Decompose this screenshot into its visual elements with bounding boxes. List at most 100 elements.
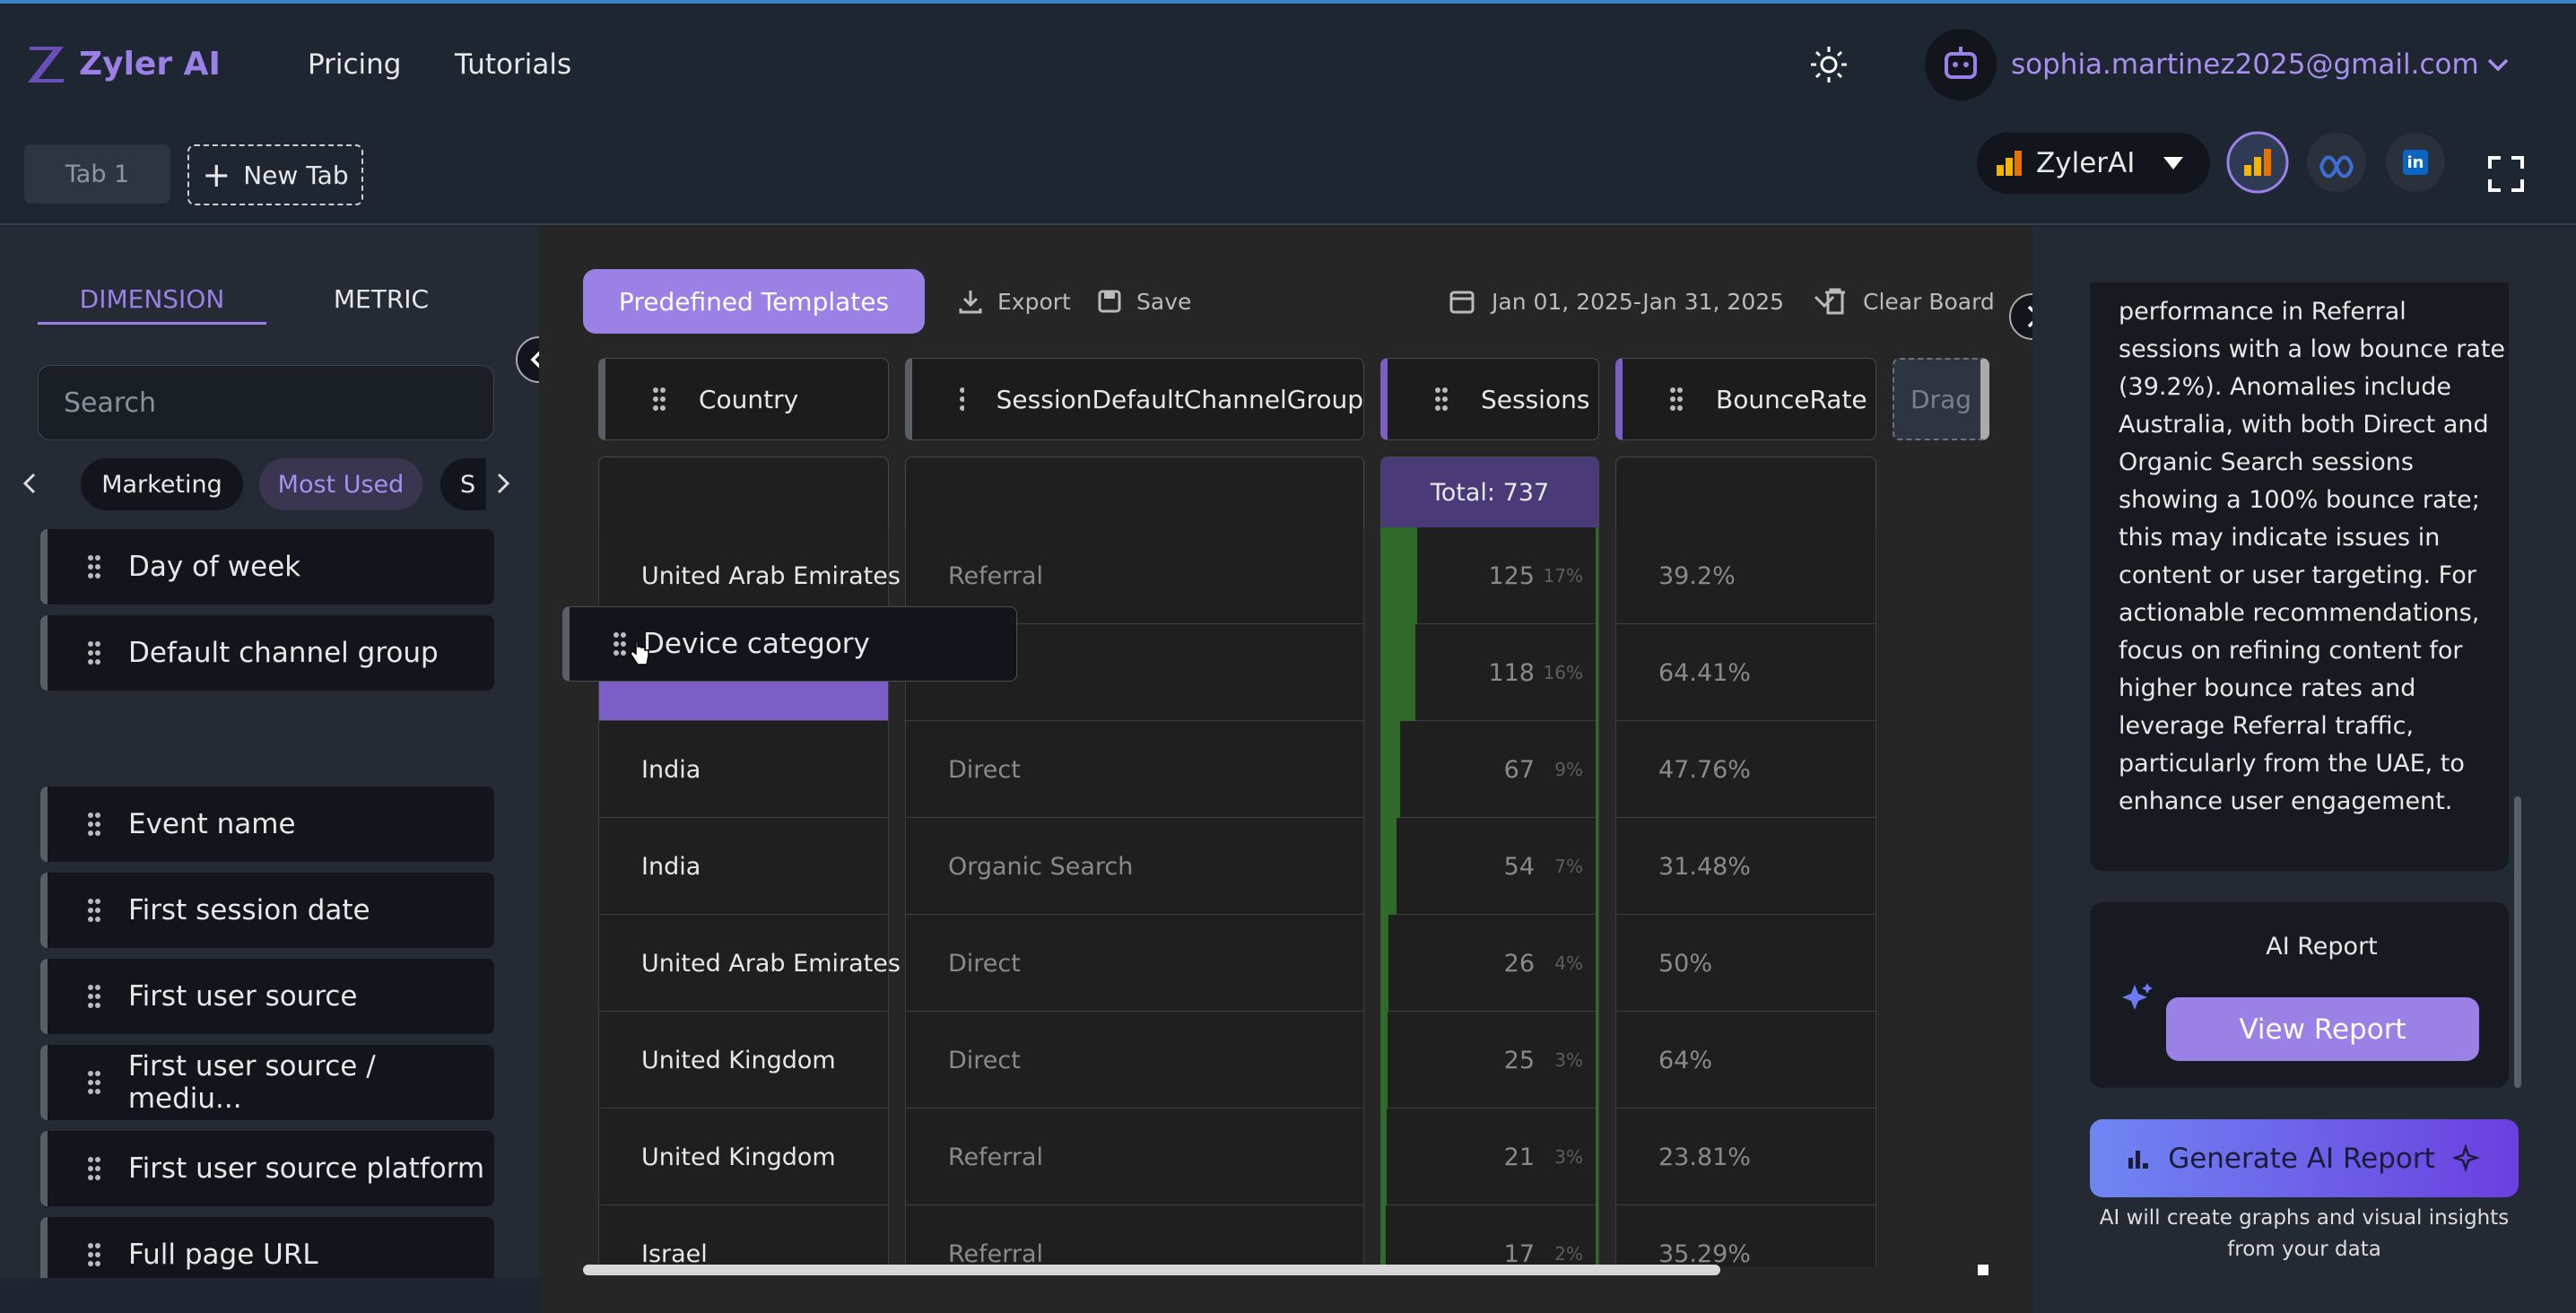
theme-toggle[interactable] bbox=[1809, 45, 1849, 84]
dimension-item[interactable]: First user source / mediu... bbox=[40, 1045, 494, 1120]
insight-line: performance in Referral bbox=[2119, 298, 2406, 326]
view-report-button[interactable]: View Report bbox=[2166, 997, 2479, 1061]
channel-cell: Referral bbox=[948, 1239, 1044, 1268]
dimension-label: Day of week bbox=[128, 551, 301, 583]
category-chip[interactable]: S bbox=[440, 458, 486, 510]
trash-icon bbox=[1825, 288, 1845, 315]
insight-card: performance in Referral sessions with a l… bbox=[2090, 283, 2509, 871]
dimension-item[interactable]: First session date bbox=[40, 873, 494, 948]
sidebar: DIMENSION METRIC Search Marketing Most U… bbox=[0, 227, 539, 1278]
sessions-bar bbox=[1380, 721, 1401, 818]
export-button[interactable]: Export bbox=[958, 281, 1071, 322]
sessions-value: 125 bbox=[1488, 561, 1535, 590]
fullscreen-button[interactable] bbox=[2488, 156, 2524, 192]
google-analytics-source[interactable] bbox=[2226, 131, 2289, 194]
table-cell bbox=[1615, 1012, 1876, 1109]
column-header[interactable]: BounceRate bbox=[1615, 358, 1876, 440]
predefined-templates-button[interactable]: Predefined Templates bbox=[583, 269, 925, 334]
date-range: Jan 01, 2025-Jan 31, 2025 bbox=[1492, 288, 1785, 315]
metric-tab[interactable]: METRIC bbox=[333, 283, 430, 314]
sessions-bar bbox=[1380, 915, 1388, 1012]
drag-handle bbox=[1435, 387, 1448, 411]
dimension-tab[interactable]: DIMENSION bbox=[79, 283, 225, 314]
logo[interactable]: Zyler AI bbox=[79, 45, 221, 83]
table-cell bbox=[905, 721, 1364, 818]
board: Predefined Templates Export Save Jan 01,… bbox=[539, 227, 2032, 1313]
insight-line: showing a 100% bounce rate; bbox=[2119, 486, 2480, 514]
table-cell bbox=[905, 1205, 1364, 1267]
dimension-item[interactable]: First user source platform bbox=[40, 1131, 494, 1206]
column-header[interactable]: SessionDefaultChannelGroup bbox=[905, 358, 1364, 440]
country-cell: United Arab Emirates bbox=[641, 949, 901, 978]
user-email[interactable]: sophia.martinez2025@gmail.com bbox=[2011, 48, 2479, 81]
table-cell bbox=[905, 915, 1364, 1012]
meta-source[interactable] bbox=[2305, 131, 2368, 194]
channel-cell: Referral bbox=[948, 561, 1044, 590]
table-cell bbox=[1615, 624, 1876, 721]
channel-cell: Organic Search bbox=[948, 852, 1134, 881]
dimension-item[interactable]: Default channel group bbox=[40, 615, 494, 691]
drag-handle bbox=[88, 641, 100, 665]
user-menu-chevron[interactable] bbox=[2486, 54, 2510, 75]
new-tab-label: New Tab bbox=[243, 160, 349, 190]
sessions-bar bbox=[1380, 1012, 1388, 1109]
panel-scrollbar[interactable] bbox=[2514, 796, 2521, 1088]
clear-board-button[interactable]: Clear Board bbox=[1823, 281, 1995, 322]
category-chip[interactable]: Marketing bbox=[81, 458, 243, 510]
sessions-bar bbox=[1380, 818, 1397, 915]
calendar-icon bbox=[1449, 291, 1475, 314]
column-header[interactable]: Country bbox=[598, 358, 889, 440]
drag-handle bbox=[88, 899, 100, 922]
dimension-item[interactable]: Day of week bbox=[40, 529, 494, 604]
new-tab-button[interactable]: + New Tab bbox=[187, 144, 363, 205]
nav-link[interactable]: Tutorials bbox=[455, 48, 572, 81]
insight-line: sessions with a low bounce rate bbox=[2119, 335, 2506, 363]
export-icon bbox=[959, 291, 982, 314]
avatar[interactable] bbox=[1925, 29, 1997, 100]
insight-line: (39.2%). Anomalies include bbox=[2119, 373, 2452, 401]
chips-prev[interactable] bbox=[20, 471, 39, 496]
bounce-rate-cell: 31.48% bbox=[1658, 852, 1751, 881]
dimension-label: Full page URL bbox=[128, 1239, 318, 1271]
dimension-item[interactable]: Event name bbox=[40, 787, 494, 862]
sessions-bar-edge bbox=[1596, 1205, 1598, 1267]
account-select[interactable]: ZylerAI bbox=[1977, 133, 2210, 194]
table-cell bbox=[1380, 721, 1599, 818]
dimension-label: First user source bbox=[128, 980, 358, 1013]
generate-ai-report-button[interactable]: Generate AI Report bbox=[2090, 1119, 2519, 1197]
tab[interactable]: Tab 1 bbox=[24, 144, 170, 204]
column-title: BounceRate bbox=[1716, 384, 1867, 414]
sessions-share: 3% bbox=[1554, 1146, 1583, 1168]
dropdown-caret bbox=[2163, 157, 2184, 170]
table-cell bbox=[598, 818, 889, 915]
sessions-bar-edge bbox=[1596, 915, 1598, 1012]
sparkle-icon bbox=[2452, 1143, 2480, 1172]
chips-next[interactable] bbox=[493, 471, 513, 496]
channel-cell: Direct bbox=[948, 755, 1021, 784]
drag-handle bbox=[88, 1157, 100, 1180]
total-cell bbox=[1615, 457, 1876, 528]
dimension-label: Default channel group bbox=[128, 637, 439, 669]
sessions-value: 17 bbox=[1503, 1239, 1535, 1268]
column-header[interactable]: Sessions bbox=[1380, 358, 1599, 440]
chart-icon bbox=[2128, 1150, 2149, 1169]
insight-line: higher bounce rates and bbox=[2119, 674, 2416, 702]
linkedin-source[interactable]: in bbox=[2384, 131, 2447, 194]
insight-line: enhance user engagement. bbox=[2119, 787, 2453, 815]
total-cell bbox=[905, 457, 1364, 528]
channel-cell: Direct bbox=[948, 949, 1021, 978]
horizontal-scrollbar[interactable] bbox=[583, 1265, 1720, 1275]
date-range-picker[interactable]: Jan 01, 2025-Jan 31, 2025 bbox=[1449, 281, 1836, 322]
total-cell bbox=[598, 457, 889, 528]
nav-link[interactable]: Pricing bbox=[308, 48, 402, 81]
dimension-item[interactable]: Full page URL bbox=[40, 1217, 494, 1278]
save-button[interactable]: Save bbox=[1097, 281, 1191, 322]
drag-handle bbox=[960, 387, 964, 411]
dimension-label: First user source / mediu... bbox=[127, 1050, 376, 1115]
table-cell bbox=[1615, 818, 1876, 915]
account-name: ZylerAI bbox=[2036, 147, 2136, 179]
sessions-bar-edge bbox=[1596, 527, 1598, 624]
dimension-item[interactable]: First user source bbox=[40, 959, 494, 1034]
search-input[interactable]: Search bbox=[38, 365, 494, 440]
category-chip[interactable]: Most Used bbox=[259, 458, 422, 510]
